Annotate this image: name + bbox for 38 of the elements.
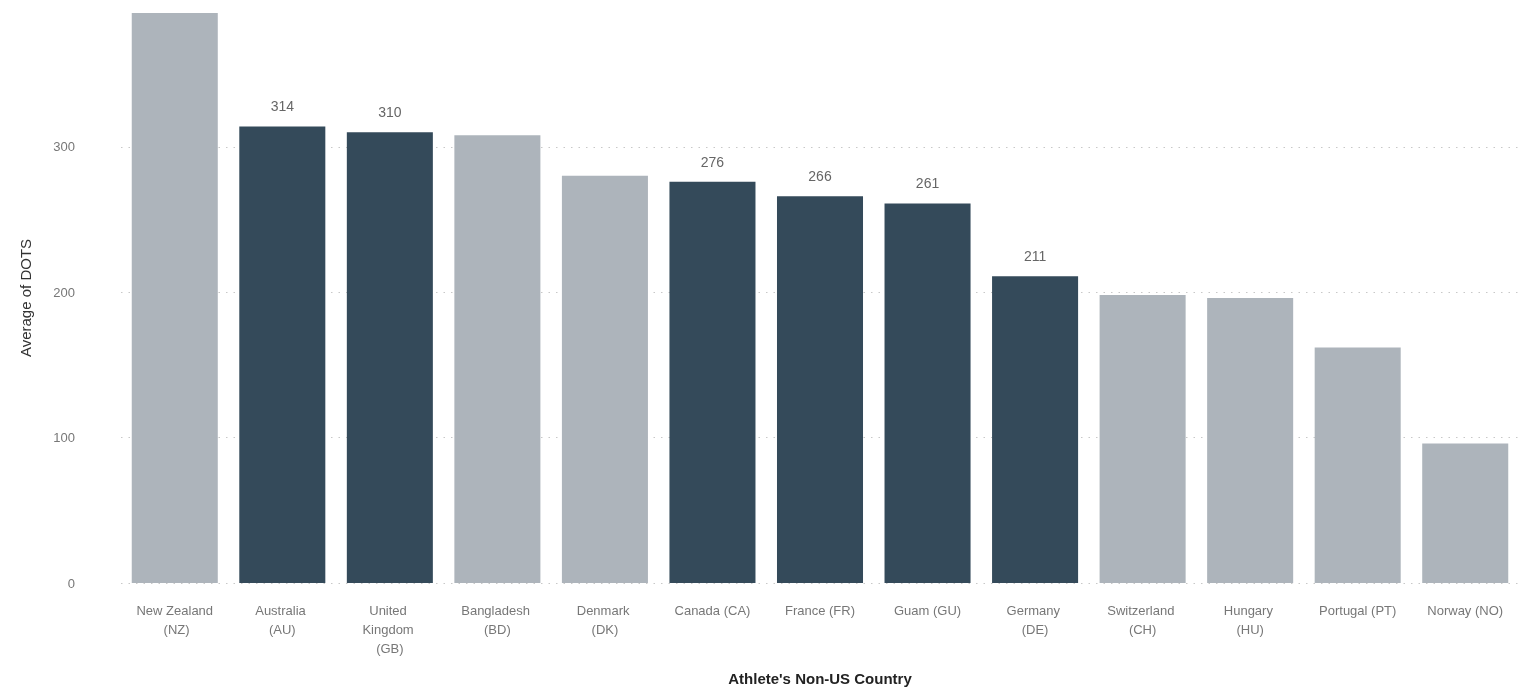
x-tick-label: Switzerland (CH) <box>1107 603 1179 637</box>
data-label: 266 <box>808 168 832 185</box>
x-tick-label: United Kingdom (GB) <box>362 603 418 656</box>
y-axis-title: Average of DOTS <box>17 238 34 358</box>
data-label: 211 <box>1023 248 1047 265</box>
data-label: 261 <box>915 175 940 192</box>
y-tick-label: 100 <box>53 430 75 446</box>
bar <box>1207 298 1294 583</box>
bar <box>884 203 971 583</box>
x-tick-label: Australia (AU) <box>255 603 310 637</box>
y-tick-label: 300 <box>53 139 75 155</box>
bar <box>992 276 1079 583</box>
bar <box>1099 295 1186 583</box>
bar <box>1422 443 1509 583</box>
y-tick-label: 200 <box>53 284 75 300</box>
x-tick-label: Denmark (DK) <box>576 603 634 637</box>
data-label: 314 <box>270 98 295 115</box>
bar <box>454 135 541 583</box>
bar <box>1314 347 1401 583</box>
x-tick-label: Portugal (PT) <box>1319 603 1397 618</box>
x-tick-label: Guam (GU) <box>893 603 962 618</box>
bar <box>669 181 756 583</box>
data-label: 310 <box>378 104 402 121</box>
x-tick-label: Germany (DE) <box>1006 603 1064 637</box>
x-tick-label: New Zealand (NZ) <box>136 603 214 637</box>
x-tick-label: Hungary (HU) <box>1223 603 1277 637</box>
x-tick-label: Bangladesh (BD) <box>461 603 534 637</box>
bar <box>776 196 864 583</box>
x-tick-label: Canada (CA) <box>674 603 751 618</box>
x-tick-label: France (FR) <box>784 603 856 618</box>
bar <box>239 126 326 583</box>
y-tick-label: 0 <box>67 575 75 591</box>
bar <box>131 13 218 583</box>
x-axis-title: Athlete's Non-US Country <box>728 670 913 687</box>
data-label: 276 <box>700 153 725 170</box>
bar <box>561 175 648 583</box>
bar <box>346 132 433 583</box>
x-tick-label: Norway (NO) <box>1427 603 1504 618</box>
